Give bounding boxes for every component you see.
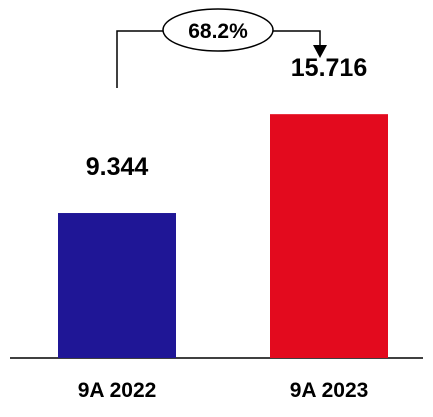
category-label-1: 9A 2023 <box>290 379 369 402</box>
growth-percent-label: 68.2% <box>188 20 248 43</box>
growth-annotation: 68.2% <box>116 8 327 88</box>
growth-ellipse <box>162 8 274 52</box>
category-labels-group: 9A 2022 9A 2023 <box>78 379 369 402</box>
value-labels-group: 9.344 15.716 <box>86 54 368 181</box>
value-label-0: 9.344 <box>86 153 149 181</box>
growth-arrowhead <box>313 45 327 58</box>
bar-0 <box>58 213 176 358</box>
value-label-1: 15.716 <box>291 54 367 82</box>
bar-1 <box>270 114 388 358</box>
bars-group <box>58 114 388 358</box>
category-label-0: 9A 2022 <box>78 379 157 402</box>
